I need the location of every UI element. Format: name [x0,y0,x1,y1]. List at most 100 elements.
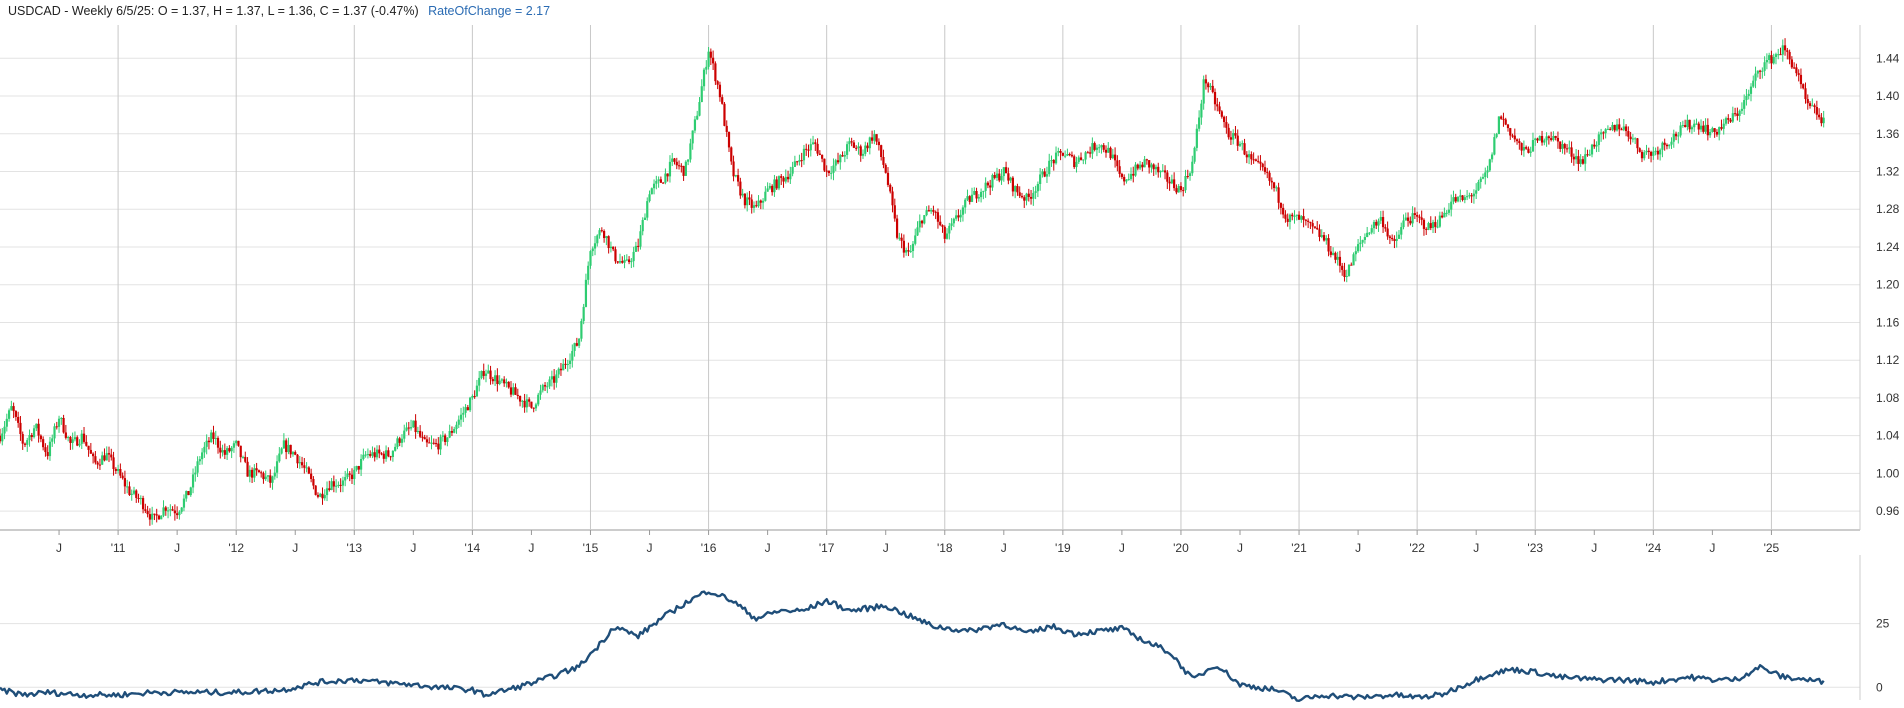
candle-body [330,481,333,490]
candle-body [119,469,122,476]
candle-body [1758,70,1762,72]
candle-body [1477,181,1480,191]
candle-body [1293,215,1296,217]
candle-body [187,491,190,496]
candle-body [1820,117,1823,124]
candle-body [1173,179,1176,189]
candle-body [589,251,592,266]
candle-body [266,475,270,477]
candle-body [307,467,310,474]
candle-body [448,431,451,438]
candle-body [1406,217,1410,221]
candle-body [230,447,233,452]
candle-body [662,182,665,184]
candle-body [1699,125,1703,130]
candle-body [203,446,206,453]
x-tick-label: '22 [1409,541,1425,555]
candle-body [955,215,958,219]
candle-body [1552,135,1555,140]
candle-body [1052,160,1055,164]
candle-body [1227,127,1230,138]
candle-body [1786,50,1789,52]
candle-body [107,453,111,455]
candle-body [328,488,331,490]
candle-body [246,461,249,477]
candle-body [643,217,647,220]
candle-body [1813,105,1816,107]
candle-body [469,397,472,411]
candle-body [702,69,706,87]
candle-body [344,477,347,481]
candle-body [1611,124,1614,130]
candle-body [1089,152,1092,154]
candle-body [650,188,653,195]
candle-body [248,469,251,477]
candle-body [1395,238,1398,241]
candle-body [571,350,574,361]
candle-body [1341,265,1344,270]
candle-body [1681,125,1684,127]
candle-body [1438,215,1441,227]
candle-body [1275,187,1278,189]
candle-body [1329,251,1332,255]
candle-body [144,509,147,511]
candle-body [1733,113,1737,115]
candle-body [1123,176,1126,182]
candle-body [1120,173,1124,177]
candle-body [1811,105,1814,107]
candle-body [1772,56,1775,64]
candle-body [607,236,610,249]
candle-body [196,461,199,473]
candle-body [814,142,817,144]
candle-body [123,478,127,487]
candle-body [712,57,715,64]
candle-body [668,161,672,177]
x-tick-label: '19 [1055,541,1071,555]
candle-body [1363,237,1367,240]
candle-body [907,250,910,252]
candle-body [314,485,317,495]
candle-body [855,147,858,149]
candle-body [489,370,492,380]
candle-body [126,486,129,488]
candle-body [1593,144,1596,147]
candle-body [775,179,778,189]
candle-body [110,454,113,458]
candle-body [825,170,828,172]
candle-body [1366,232,1369,238]
candle-body [1397,234,1401,239]
candle-body [271,476,274,483]
candle-body [1211,85,1214,92]
candle-body [1304,219,1307,221]
candle-body [1157,166,1160,173]
candle-body [1404,217,1407,221]
candle-body [709,51,712,58]
candle-body [1588,154,1591,156]
candle-body [925,210,928,216]
candle-body [332,481,335,487]
candle-body [1661,142,1664,150]
candle-body [298,462,301,464]
x-tick-label: J [1591,541,1597,555]
candle-body [103,455,106,461]
candle-body [732,161,735,177]
candle-body [850,141,853,143]
candle-body [979,191,983,198]
candle-body [1543,140,1546,143]
candle-body [1536,138,1539,141]
price-tick-label: 1.24 [1876,240,1900,254]
candle-body [169,509,172,511]
candle-body [811,142,815,145]
candle-body [1768,55,1771,60]
candle-body [1007,173,1010,181]
candle-body [1048,160,1051,175]
candle-body [1179,186,1183,191]
candle-body [1129,173,1133,180]
candle-body [7,410,11,419]
candle-body [1649,151,1653,156]
candle-body [846,144,849,155]
candle-body [1629,136,1632,140]
candle-body [884,164,887,173]
candle-body [821,154,824,159]
candle-body [1220,111,1223,117]
